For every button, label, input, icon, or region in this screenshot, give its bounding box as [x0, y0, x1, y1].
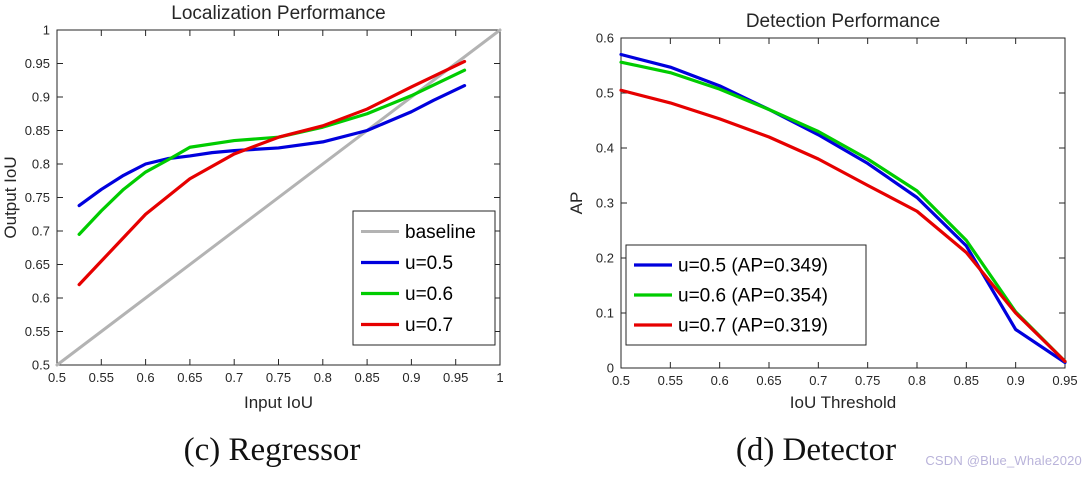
series-line	[619, 52, 1067, 365]
watermark: CSDN @Blue_Whale2020	[925, 453, 1082, 468]
y-tick-label: 0.8	[32, 157, 50, 172]
caption-regressor: (c) Regressor	[183, 432, 361, 468]
x-tick-label: 0.85	[354, 370, 379, 385]
x-tick-label: 0.55	[658, 373, 683, 388]
x-tick-label: 0.8	[314, 370, 332, 385]
series-line	[619, 60, 1067, 363]
y-tick-label: 0.2	[596, 251, 614, 266]
legend-label: u=0.5 (AP=0.349)	[678, 256, 828, 277]
x-tick-label: 0.75	[266, 370, 291, 385]
legend-label: u=0.5	[405, 253, 453, 274]
x-tick-label: 0.9	[402, 370, 420, 385]
y-tick-label: 0.65	[25, 257, 50, 272]
y-tick-label: 0.7	[32, 224, 50, 239]
series-line	[77, 68, 467, 236]
x-axis-label: Input IoU	[244, 393, 313, 412]
legend-label: u=0.7	[405, 315, 453, 336]
x-tick-label: 0.65	[177, 370, 202, 385]
y-tick-label: 0.5	[596, 86, 614, 101]
legend: u=0.5 (AP=0.349) u=0.6 (AP=0.354) u=0.7 (A…	[625, 244, 867, 346]
y-tick-label: 0.4	[596, 141, 614, 156]
x-tick-label: 0.85	[954, 373, 979, 388]
x-tick-label: 0.95	[443, 370, 468, 385]
x-tick-label: 0.55	[89, 370, 114, 385]
charts-row: 0.5 0.55 0.6 0.65 0.7 0.75 0.8 0.85 0.9 0.95 1 0.5 0…	[0, 0, 1088, 420]
y-tick-label: 0.5	[32, 358, 50, 373]
y-tick-label: 0.85	[25, 123, 50, 138]
detection-chart: 0.5 0.55 0.6 0.65 0.7 0.75 0.8 0.85 0.9 0.95 0 0.1 0…	[544, 0, 1088, 420]
x-tick-label: 0.6	[711, 373, 729, 388]
y-tick-label: 0.95	[25, 56, 50, 71]
y-tick-label: 0.6	[596, 31, 614, 46]
series-line	[77, 59, 467, 287]
y-tick-label: 0.75	[25, 190, 50, 205]
x-axis-label: IoU Threshold	[790, 393, 896, 412]
y-tick-label: 1	[43, 23, 50, 38]
captions-row: (c) Regressor (d) Detector	[0, 424, 1088, 469]
x-tick-label: 0.95	[1052, 373, 1077, 388]
x-tick-label: 0.5	[48, 370, 66, 385]
x-tick-label: 0.7	[225, 370, 243, 385]
y-tick-label: 0.1	[596, 306, 614, 321]
localization-chart: 0.5 0.55 0.6 0.65 0.7 0.75 0.8 0.85 0.9 0.95 1 0.5 0…	[0, 0, 544, 420]
x-tick-label: 1	[496, 370, 503, 385]
caption-detector: (d) Detector	[735, 432, 897, 468]
x-tick-label: 0.9	[1007, 373, 1025, 388]
x-tick-label: 0.8	[908, 373, 926, 388]
y-tick-label: 0	[607, 361, 614, 376]
y-tick-label: 0.3	[596, 196, 614, 211]
y-tick-label: 0.55	[25, 324, 50, 339]
localization-chart-svg: 0.5 0.55 0.6 0.65 0.7 0.75 0.8 0.85 0.9 0.95 1 0.5 0…	[1, 3, 504, 412]
legend-label: u=0.7 (AP=0.319)	[678, 316, 828, 337]
series-line	[55, 28, 502, 367]
detection-chart-svg: 0.5 0.55 0.6 0.65 0.7 0.75 0.8 0.85 0.9 0.95 0 0.1 0…	[567, 11, 1078, 412]
chart-title: Localization Performance	[171, 3, 385, 24]
y-tick-label: 0.6	[32, 291, 50, 306]
y-axis-label: AP	[567, 192, 586, 215]
legend-label: baseline	[405, 222, 476, 243]
legend: baseline u=0.5 u=0.6 u=0.7	[352, 210, 496, 346]
legend-label: u=0.6 (AP=0.354)	[678, 286, 828, 307]
x-tick-label: 0.65	[756, 373, 781, 388]
x-tick-label: 0.7	[809, 373, 827, 388]
y-axis-label: Output IoU	[1, 156, 20, 238]
series-line	[77, 84, 467, 208]
series-line	[619, 88, 1067, 363]
x-tick-label: 0.75	[855, 373, 880, 388]
y-tick-label: 0.9	[32, 90, 50, 105]
x-tick-label: 0.6	[137, 370, 155, 385]
chart-title: Detection Performance	[746, 11, 940, 32]
x-tick-label: 0.5	[612, 373, 630, 388]
legend-label: u=0.6	[405, 284, 453, 305]
